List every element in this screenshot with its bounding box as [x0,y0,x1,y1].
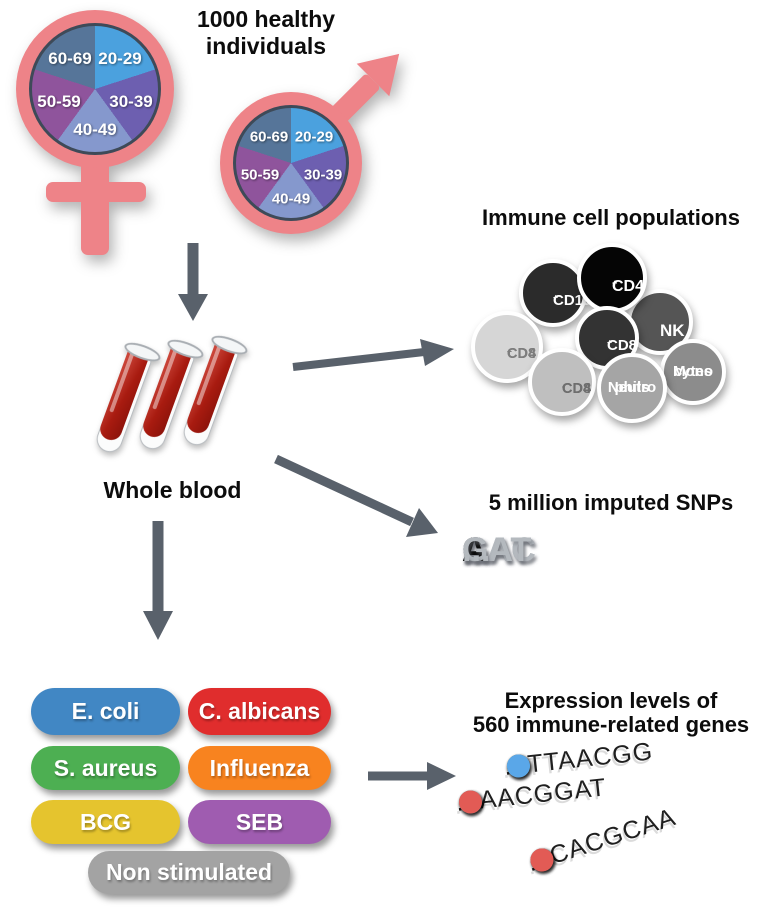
cell-circle-cd19: CD19 + [519,259,591,327]
stimulus-pill-saureus: S. aureus [31,746,180,790]
immune-cells-title: Immune cell populations [482,205,740,230]
arrow-blood-to-stimuli [143,521,173,640]
gene-strand-2: ...AACGGAT [454,773,607,817]
female-age-label-60-69: 60-69 [48,49,92,68]
female-age-pie: 20-29 30-39 40-49 50-59 60-69 [29,23,161,155]
male-age-label-20-29: 20-29 [294,128,334,146]
female-symbol-stem [81,155,109,255]
female-age-label-50-59: 50-59 [37,92,81,111]
male-age-pie: 20-29 30-39 40-49 50-59 60-69 [233,105,349,221]
female-age-label-20-29: 20-29 [98,49,142,68]
arrow-individuals-to-blood [178,243,208,321]
pill-label: C. albicans [198,698,321,724]
cell-circle-cd4: CD4 + [577,243,647,313]
arrow-stimuli-to-expression [368,762,456,790]
cell-circle-monocytes: Mono cytes [660,339,726,405]
stimulus-pill-bcg: BCG [31,800,180,844]
cell-label: Neutro [607,378,657,396]
pill-label: Non stimulated [105,859,273,885]
male-age-label-60-69: 60-69 [249,128,289,146]
arrow-blood-to-snps [274,454,438,537]
pill-label: SEB [235,808,284,835]
gene-strand-3: ...CACGCAA [524,802,680,878]
gene-strand-1: ...TTAACGG [502,737,654,781]
female-symbol-crossbar [46,182,146,202]
snp-variant-allele: A [462,531,487,569]
stimulus-pill-calbicans: C. albicans [188,688,331,735]
whole-blood-label: Whole blood [103,477,242,503]
male-age-label-40-49: 40-49 [271,190,311,208]
male-symbol: 20-29 30-39 40-49 50-59 60-69 [220,37,420,244]
female-symbol-ring: 20-29 30-39 40-49 50-59 60-69 [16,10,174,168]
pill-label: BCG [79,808,132,835]
cell-circle-cd8neg-cd4neg: CD8- CD4- [528,348,596,416]
stimulus-pill-nonstimulated: Non stimulated [88,851,290,894]
cell-label: Mono [673,362,713,380]
stimulus-pill-ecoli: E. coli [31,688,180,735]
cell-circle-neutrophils: Neutro phils [597,353,667,423]
male-age-label-50-59: 50-59 [240,166,280,184]
stimulus-pill-influenza: Influenza [188,746,331,790]
expression-title-line2: 560 immune-related genes [472,712,750,737]
stimulus-pill-seb: SEB [188,800,331,844]
snp-variant-allele: G [462,531,489,569]
pill-label: Influenza [209,754,310,781]
expression-title: Expression levels of 560 immune-related … [455,689,767,737]
cell-label: phils [614,378,650,396]
female-symbol: 20-29 30-39 40-49 50-59 60-69 [16,10,181,255]
snps-title: 5 million imputed SNPs [488,490,734,515]
expression-title-line1: Expression levels of [504,688,718,713]
male-symbol-ring: 20-29 30-39 40-49 50-59 60-69 [220,92,362,234]
female-age-label-30-39: 30-39 [109,92,153,111]
page-title: 1000 healthy individuals [196,6,336,59]
pill-label: S. aureus [53,754,158,781]
cell-label: cytes [673,362,713,380]
cell-circle-cd8pos-cd4pos: CD8 + CD4 + [471,311,543,383]
pill-label: E. coli [71,698,140,724]
female-age-label-40-49: 40-49 [73,120,117,139]
male-age-label-30-39: 30-39 [303,166,343,184]
arrow-blood-to-cells [292,339,454,371]
